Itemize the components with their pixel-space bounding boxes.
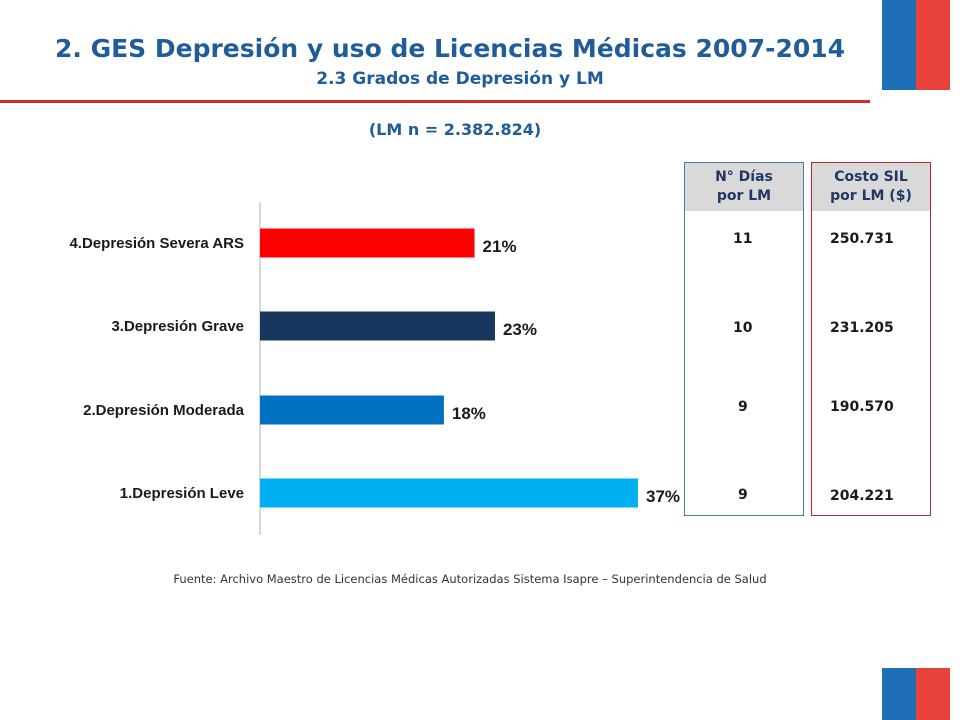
bar bbox=[260, 228, 475, 258]
costo-value: 204.221 bbox=[830, 488, 894, 504]
dias-panel: N° Días por LM 11 10 9 9 bbox=[684, 162, 804, 516]
source-note: Fuente: Archivo Maestro de Licencias Méd… bbox=[173, 572, 767, 586]
title-divider bbox=[0, 100, 870, 103]
costo-header-line-1: Costo SIL bbox=[834, 169, 908, 185]
dias-header: N° Días por LM bbox=[685, 163, 803, 211]
dias-value: 10 bbox=[733, 320, 753, 336]
dias-value: 9 bbox=[738, 399, 748, 415]
dias-value: 9 bbox=[738, 487, 748, 503]
page-title: 2. GES Depresión y uso de Licencias Médi… bbox=[54, 34, 846, 63]
sample-size-label: (LM n = 2.382.824) bbox=[368, 120, 542, 139]
data-label: 23% bbox=[503, 320, 537, 339]
dias-header-line-1: N° Días bbox=[715, 169, 773, 185]
flag-logo-bottom bbox=[882, 668, 950, 720]
dias-value: 11 bbox=[733, 231, 753, 247]
bar bbox=[260, 478, 638, 508]
costo-value: 231.205 bbox=[830, 320, 894, 336]
data-label: 18% bbox=[452, 404, 486, 423]
category-label: 3.Depresión Grave bbox=[111, 318, 244, 335]
costo-value: 250.731 bbox=[830, 231, 894, 247]
costo-header-line-2: por LM ($) bbox=[830, 188, 912, 204]
bar-chart: 4.Depresión Severa ARS 21% 3.Depresión Gra… bbox=[69, 202, 680, 535]
category-label: 4.Depresión Severa ARS bbox=[69, 235, 244, 252]
data-label: 37% bbox=[646, 487, 680, 506]
flag-logo-top bbox=[882, 0, 950, 90]
category-label: 2.Depresión Moderada bbox=[83, 402, 245, 419]
costo-value: 190.570 bbox=[830, 399, 894, 415]
costo-panel: Costo SIL por LM ($) 250.731 231.205 190… bbox=[811, 162, 931, 516]
dias-header-line-2: por LM bbox=[716, 188, 772, 204]
category-label: 1.Depresión Leve bbox=[120, 485, 244, 502]
costo-header: Costo SIL por LM ($) bbox=[812, 163, 930, 211]
page-subtitle: 2.3 Grados de Depresión y LM bbox=[316, 69, 604, 89]
data-label: 21% bbox=[483, 237, 517, 256]
bar bbox=[260, 395, 444, 425]
bar bbox=[260, 311, 495, 341]
